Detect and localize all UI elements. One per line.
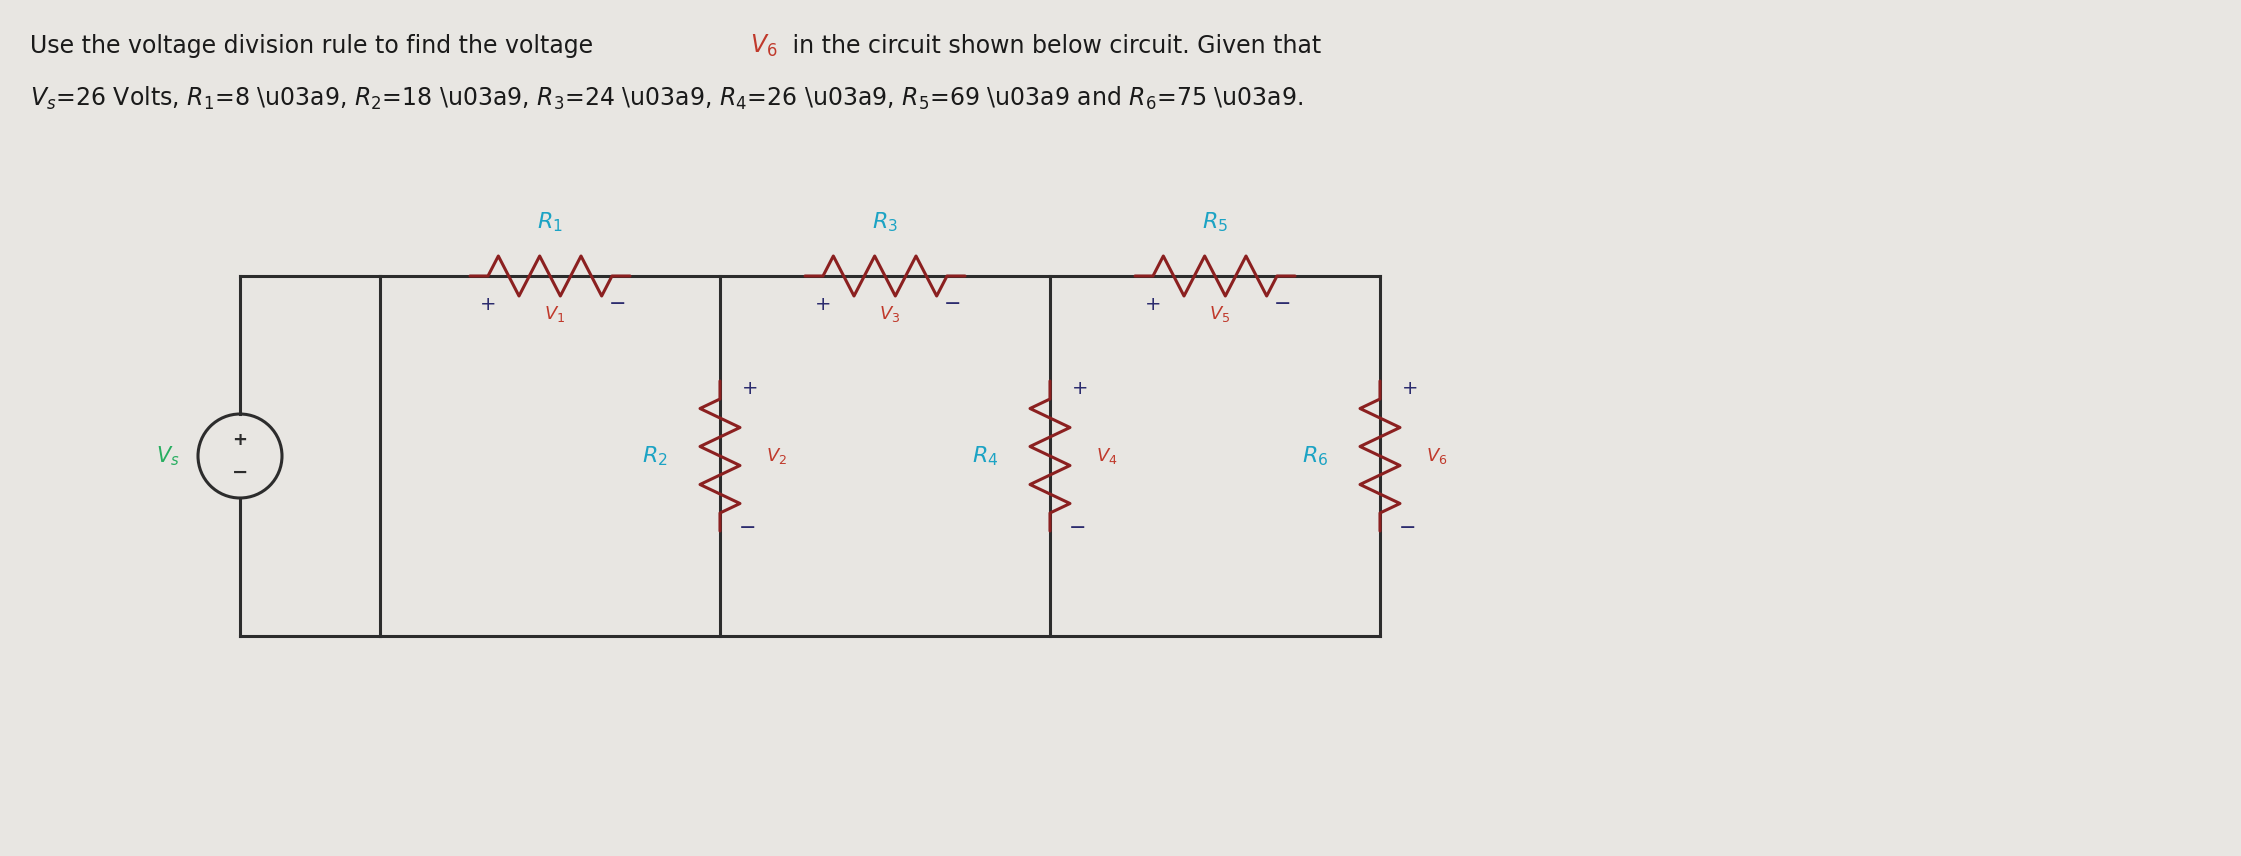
Text: $R_6$: $R_6$ (1302, 444, 1329, 467)
Text: +: + (742, 378, 757, 397)
Text: Use the voltage division rule to find the voltage: Use the voltage division rule to find th… (29, 34, 601, 58)
Text: +: + (1403, 378, 1419, 397)
Text: $R_2$: $R_2$ (643, 444, 668, 467)
Text: +: + (1145, 294, 1161, 313)
Text: $R_1$: $R_1$ (538, 211, 562, 234)
Text: −: − (610, 294, 627, 314)
Text: $V_6$: $V_6$ (1425, 446, 1448, 466)
Text: in the circuit shown below circuit. Given that: in the circuit shown below circuit. Give… (784, 34, 1322, 58)
Text: $V_s$=26 Volts, $R_1$=8 \u03a9, $R_2$=18 \u03a9, $R_3$=24 \u03a9, $R_4$=26 \u03a: $V_s$=26 Volts, $R_1$=8 \u03a9, $R_2$=18… (29, 85, 1302, 111)
Text: $V_6$: $V_6$ (751, 33, 778, 59)
Text: $V_s$: $V_s$ (157, 444, 179, 467)
Text: $R_4$: $R_4$ (973, 444, 997, 467)
Text: −: − (943, 294, 961, 314)
Text: $V_1$: $V_1$ (545, 304, 565, 324)
Text: −: − (740, 518, 757, 538)
Text: +: + (816, 294, 831, 313)
Text: $R_3$: $R_3$ (872, 211, 899, 234)
Text: −: − (231, 462, 249, 481)
Text: −: − (1069, 518, 1087, 538)
Text: $V_4$: $V_4$ (1096, 446, 1118, 466)
Text: +: + (233, 431, 247, 449)
Text: −: − (1275, 294, 1291, 314)
Text: +: + (480, 294, 495, 313)
Text: +: + (1071, 378, 1089, 397)
Text: $V_5$: $V_5$ (1210, 304, 1230, 324)
Text: $V_2$: $V_2$ (766, 446, 787, 466)
Text: $R_5$: $R_5$ (1201, 211, 1228, 234)
Text: $V_3$: $V_3$ (878, 304, 901, 324)
Text: −: − (1398, 518, 1416, 538)
